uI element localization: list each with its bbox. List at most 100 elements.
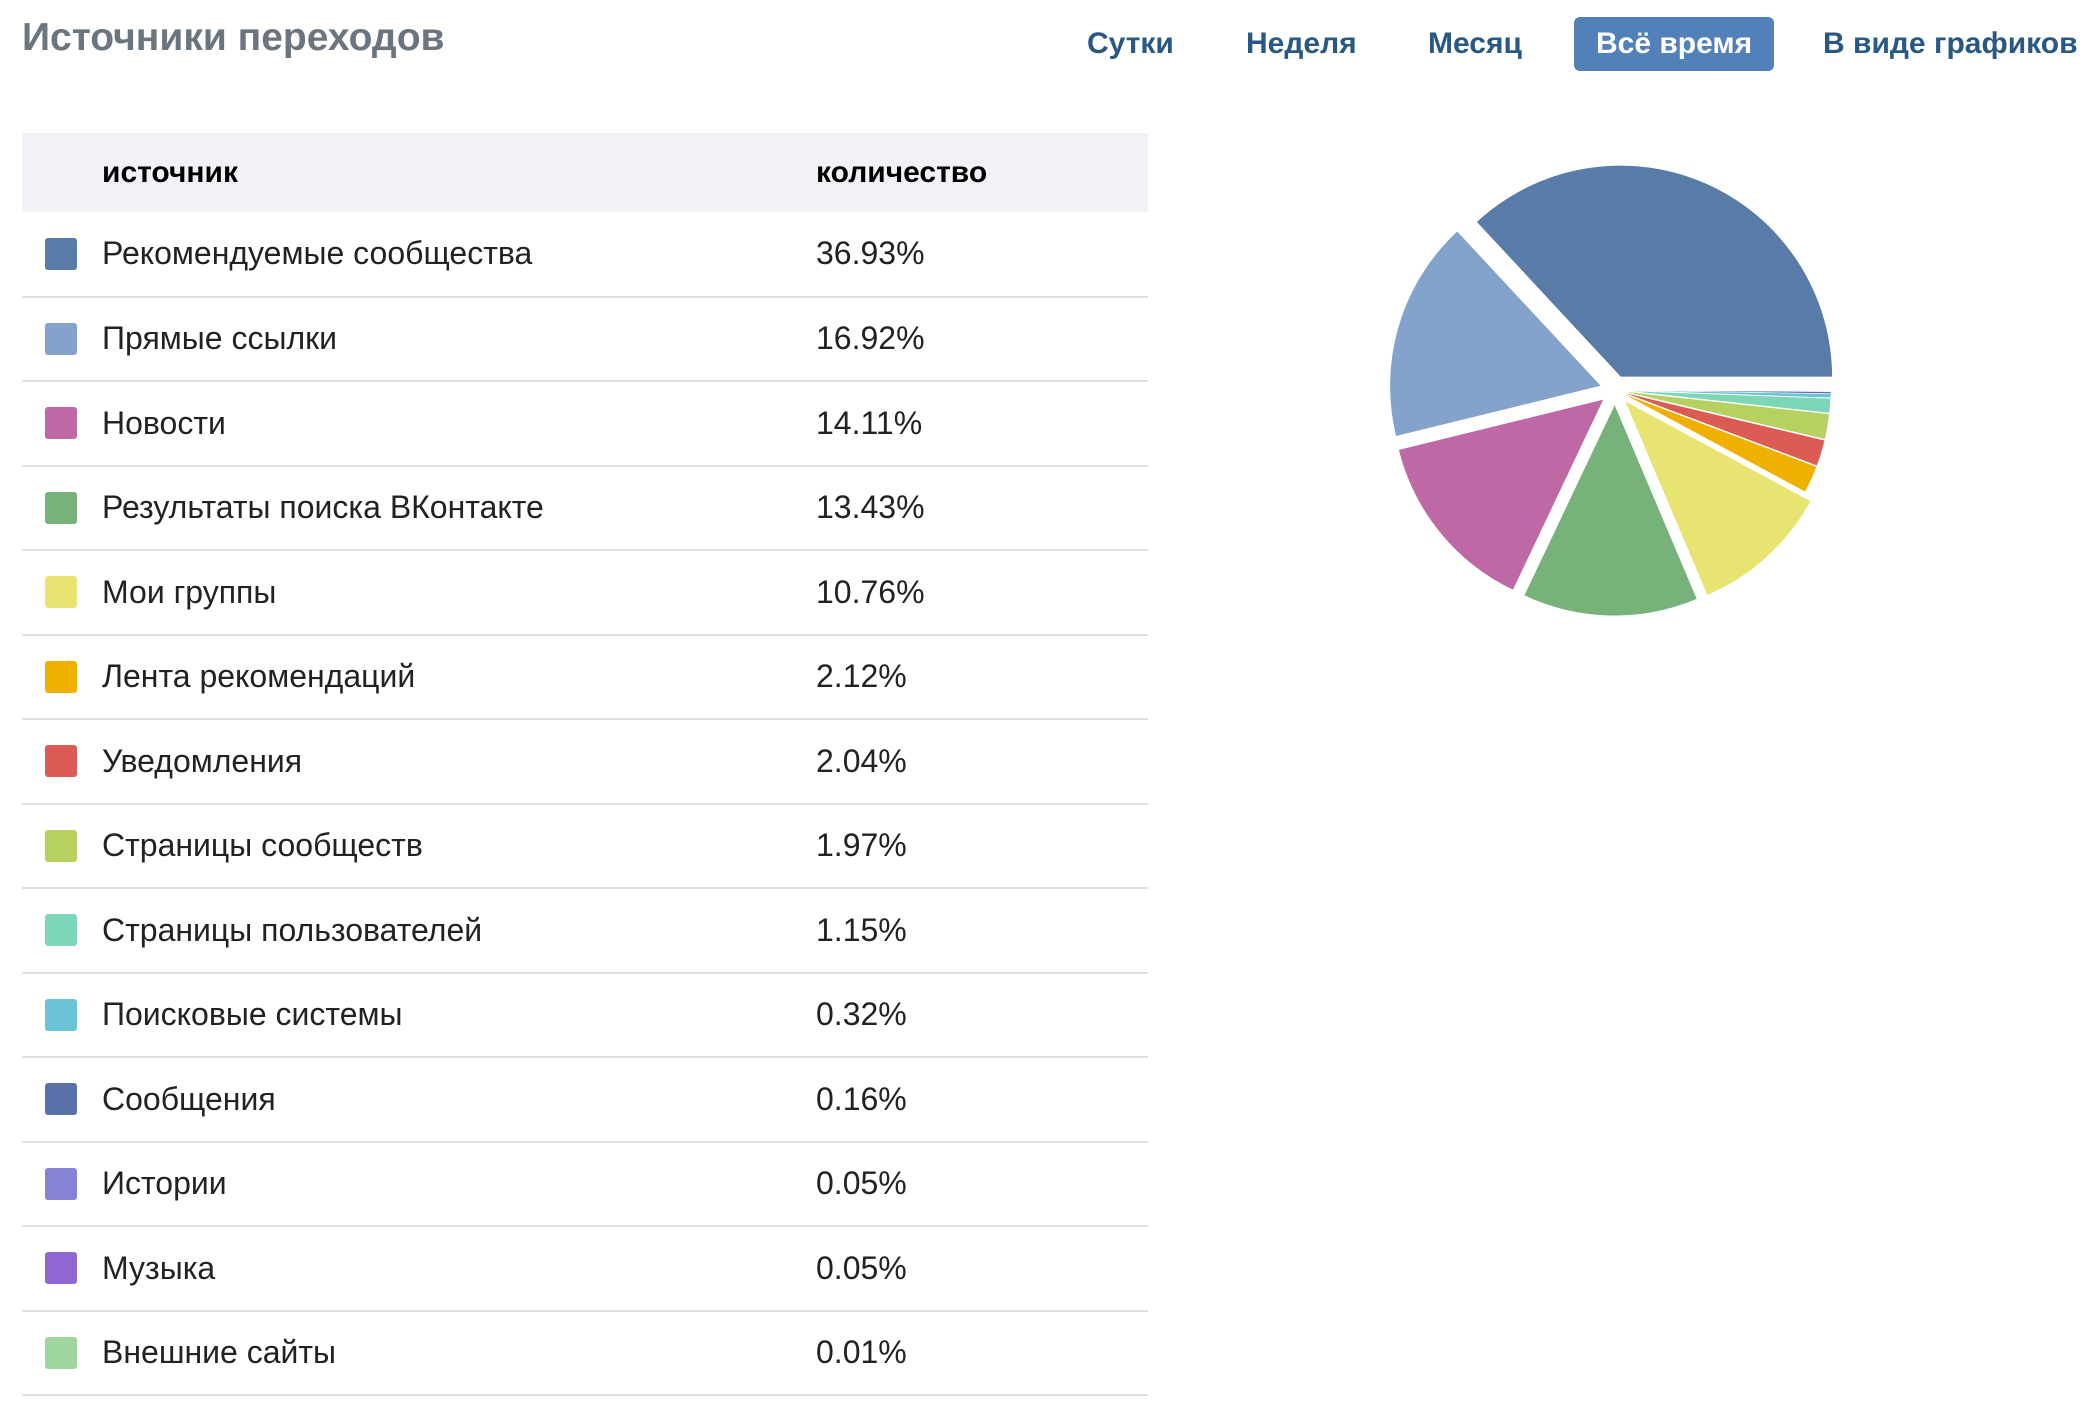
swatch-cell: [22, 1057, 102, 1142]
legend-swatch: [45, 491, 77, 524]
table-row[interactable]: Внешние сайты 0.01%: [22, 1311, 1148, 1396]
tab-graphs-view[interactable]: В виде графиков: [1823, 27, 2078, 60]
source-name: Страницы пользователей: [102, 911, 483, 948]
source-value: 2.04%: [816, 742, 907, 779]
source-value-cell: 13.43%: [798, 466, 1148, 551]
source-name: Сообщения: [102, 1080, 276, 1117]
source-name: Поисковые системы: [102, 996, 403, 1033]
source-value: 2.12%: [816, 658, 907, 695]
source-value-cell: 0.32%: [798, 973, 1148, 1058]
source-value: 36.93%: [816, 235, 925, 272]
source-value: 10.76%: [816, 573, 925, 610]
tab-week[interactable]: Неделя: [1246, 27, 1357, 60]
source-value: 1.15%: [816, 911, 907, 948]
table-row[interactable]: Истории 0.05%: [22, 1142, 1148, 1227]
tab-day[interactable]: Сутки: [1087, 27, 1174, 60]
legend-swatch: [45, 1083, 77, 1116]
table-header-row: источник количество: [22, 133, 1148, 212]
swatch-cell: [22, 1226, 102, 1311]
legend-swatch: [45, 660, 77, 693]
legend-swatch: [45, 237, 77, 270]
table-row[interactable]: Рекомендуемые сообщества 36.93%: [22, 212, 1148, 297]
source-name: Музыка: [102, 1249, 216, 1286]
pie-slice[interactable]: [1618, 391, 1818, 493]
pie-slice[interactable]: [1475, 164, 1834, 378]
source-value: 16.92%: [816, 320, 925, 357]
legend-swatch: [45, 1167, 77, 1200]
table-row[interactable]: Мои группы 10.76%: [22, 550, 1148, 635]
source-value: 14.11%: [816, 404, 923, 441]
source-value: 0.05%: [816, 1249, 907, 1286]
sources-body: Рекомендуемые сообщества 36.93% Прямые ссы…: [22, 212, 1148, 1395]
table-row[interactable]: Страницы пользователей 1.15%: [22, 888, 1148, 973]
legend-swatch: [45, 1252, 77, 1285]
period-tabs: Сутки Неделя Месяц Всё время В виде граф…: [0, 0, 2089, 90]
legend-swatch: [45, 576, 77, 609]
source-value-cell: 2.04%: [798, 719, 1148, 804]
legend-swatch: [45, 745, 77, 778]
swatch-cell: [22, 466, 102, 551]
swatch-cell: [22, 719, 102, 804]
table-row[interactable]: Уведомления 2.04%: [22, 719, 1148, 804]
pie-slice[interactable]: [1397, 398, 1606, 592]
source-name: Прямые ссылки: [102, 320, 337, 357]
column-header-count[interactable]: количество: [816, 155, 988, 189]
source-value-cell: 16.92%: [798, 297, 1148, 382]
source-value-cell: 0.05%: [798, 1226, 1148, 1311]
sources-table: источник количество Рекомендуемые сообще…: [22, 133, 1148, 1396]
source-name: Уведомления: [102, 742, 303, 779]
tab-all-time[interactable]: Всё время: [1574, 17, 1775, 71]
source-name: Мои группы: [102, 573, 277, 610]
source-value: 13.43%: [816, 489, 925, 526]
swatch-cell: [22, 1311, 102, 1396]
page-title: Источники переходов: [22, 16, 445, 59]
tab-month[interactable]: Месяц: [1428, 27, 1522, 60]
source-value-cell: 0.05%: [798, 1142, 1148, 1227]
source-value-cell: 10.76%: [798, 550, 1148, 635]
pie-slice[interactable]: [1389, 230, 1603, 438]
table-row[interactable]: Сообщения 0.16%: [22, 1057, 1148, 1142]
source-value-cell: 1.15%: [798, 888, 1148, 973]
pie-slice[interactable]: [1523, 402, 1699, 617]
swatch-cell: [22, 973, 102, 1058]
swatch-cell: [22, 1142, 102, 1227]
source-value-cell: 14.11%: [798, 381, 1148, 466]
source-name: Лента рекомендаций: [102, 658, 416, 695]
source-name: Результаты поиска ВКонтакте: [102, 489, 544, 526]
pie-slice[interactable]: [1623, 399, 1812, 597]
legend-swatch: [45, 322, 77, 355]
column-header-source[interactable]: источник: [102, 155, 238, 189]
table-row[interactable]: Новости 14.11%: [22, 381, 1148, 466]
source-name: Рекомендуемые сообщества: [102, 235, 533, 272]
swatch-cell: [22, 635, 102, 720]
source-value-cell: 1.97%: [798, 804, 1148, 889]
source-name: Новости: [102, 404, 226, 441]
source-value-cell: 2.12%: [798, 635, 1148, 720]
table-row[interactable]: Музыка 0.05%: [22, 1226, 1148, 1311]
swatch-cell: [22, 297, 102, 382]
table-row[interactable]: Страницы сообществ 1.97%: [22, 804, 1148, 889]
table-row[interactable]: Результаты поиска ВКонтакте 13.43%: [22, 466, 1148, 551]
source-value: 0.32%: [816, 996, 907, 1033]
swatch-cell: [22, 888, 102, 973]
header-swatch-cell: [22, 133, 102, 212]
source-value-cell: 0.01%: [798, 1311, 1148, 1396]
source-value: 0.16%: [816, 1080, 907, 1117]
source-value-cell: 0.16%: [798, 1057, 1148, 1142]
swatch-cell: [22, 550, 102, 635]
source-name: Внешние сайты: [102, 1334, 337, 1371]
pie-slice[interactable]: [1618, 390, 1826, 467]
table-row[interactable]: Лента рекомендаций 2.12%: [22, 635, 1148, 720]
legend-swatch: [45, 914, 77, 947]
source-value: 1.97%: [816, 827, 907, 864]
swatch-cell: [22, 381, 102, 466]
legend-swatch: [45, 829, 77, 862]
source-name: Страницы сообществ: [102, 827, 423, 864]
swatch-cell: [22, 212, 102, 297]
swatch-cell: [22, 804, 102, 889]
pie-chart-container: [1290, 100, 1940, 750]
table-row[interactable]: Поисковые системы 0.32%: [22, 973, 1148, 1058]
source-name: Истории: [102, 1165, 227, 1202]
table-row[interactable]: Прямые ссылки 16.92%: [22, 297, 1148, 382]
